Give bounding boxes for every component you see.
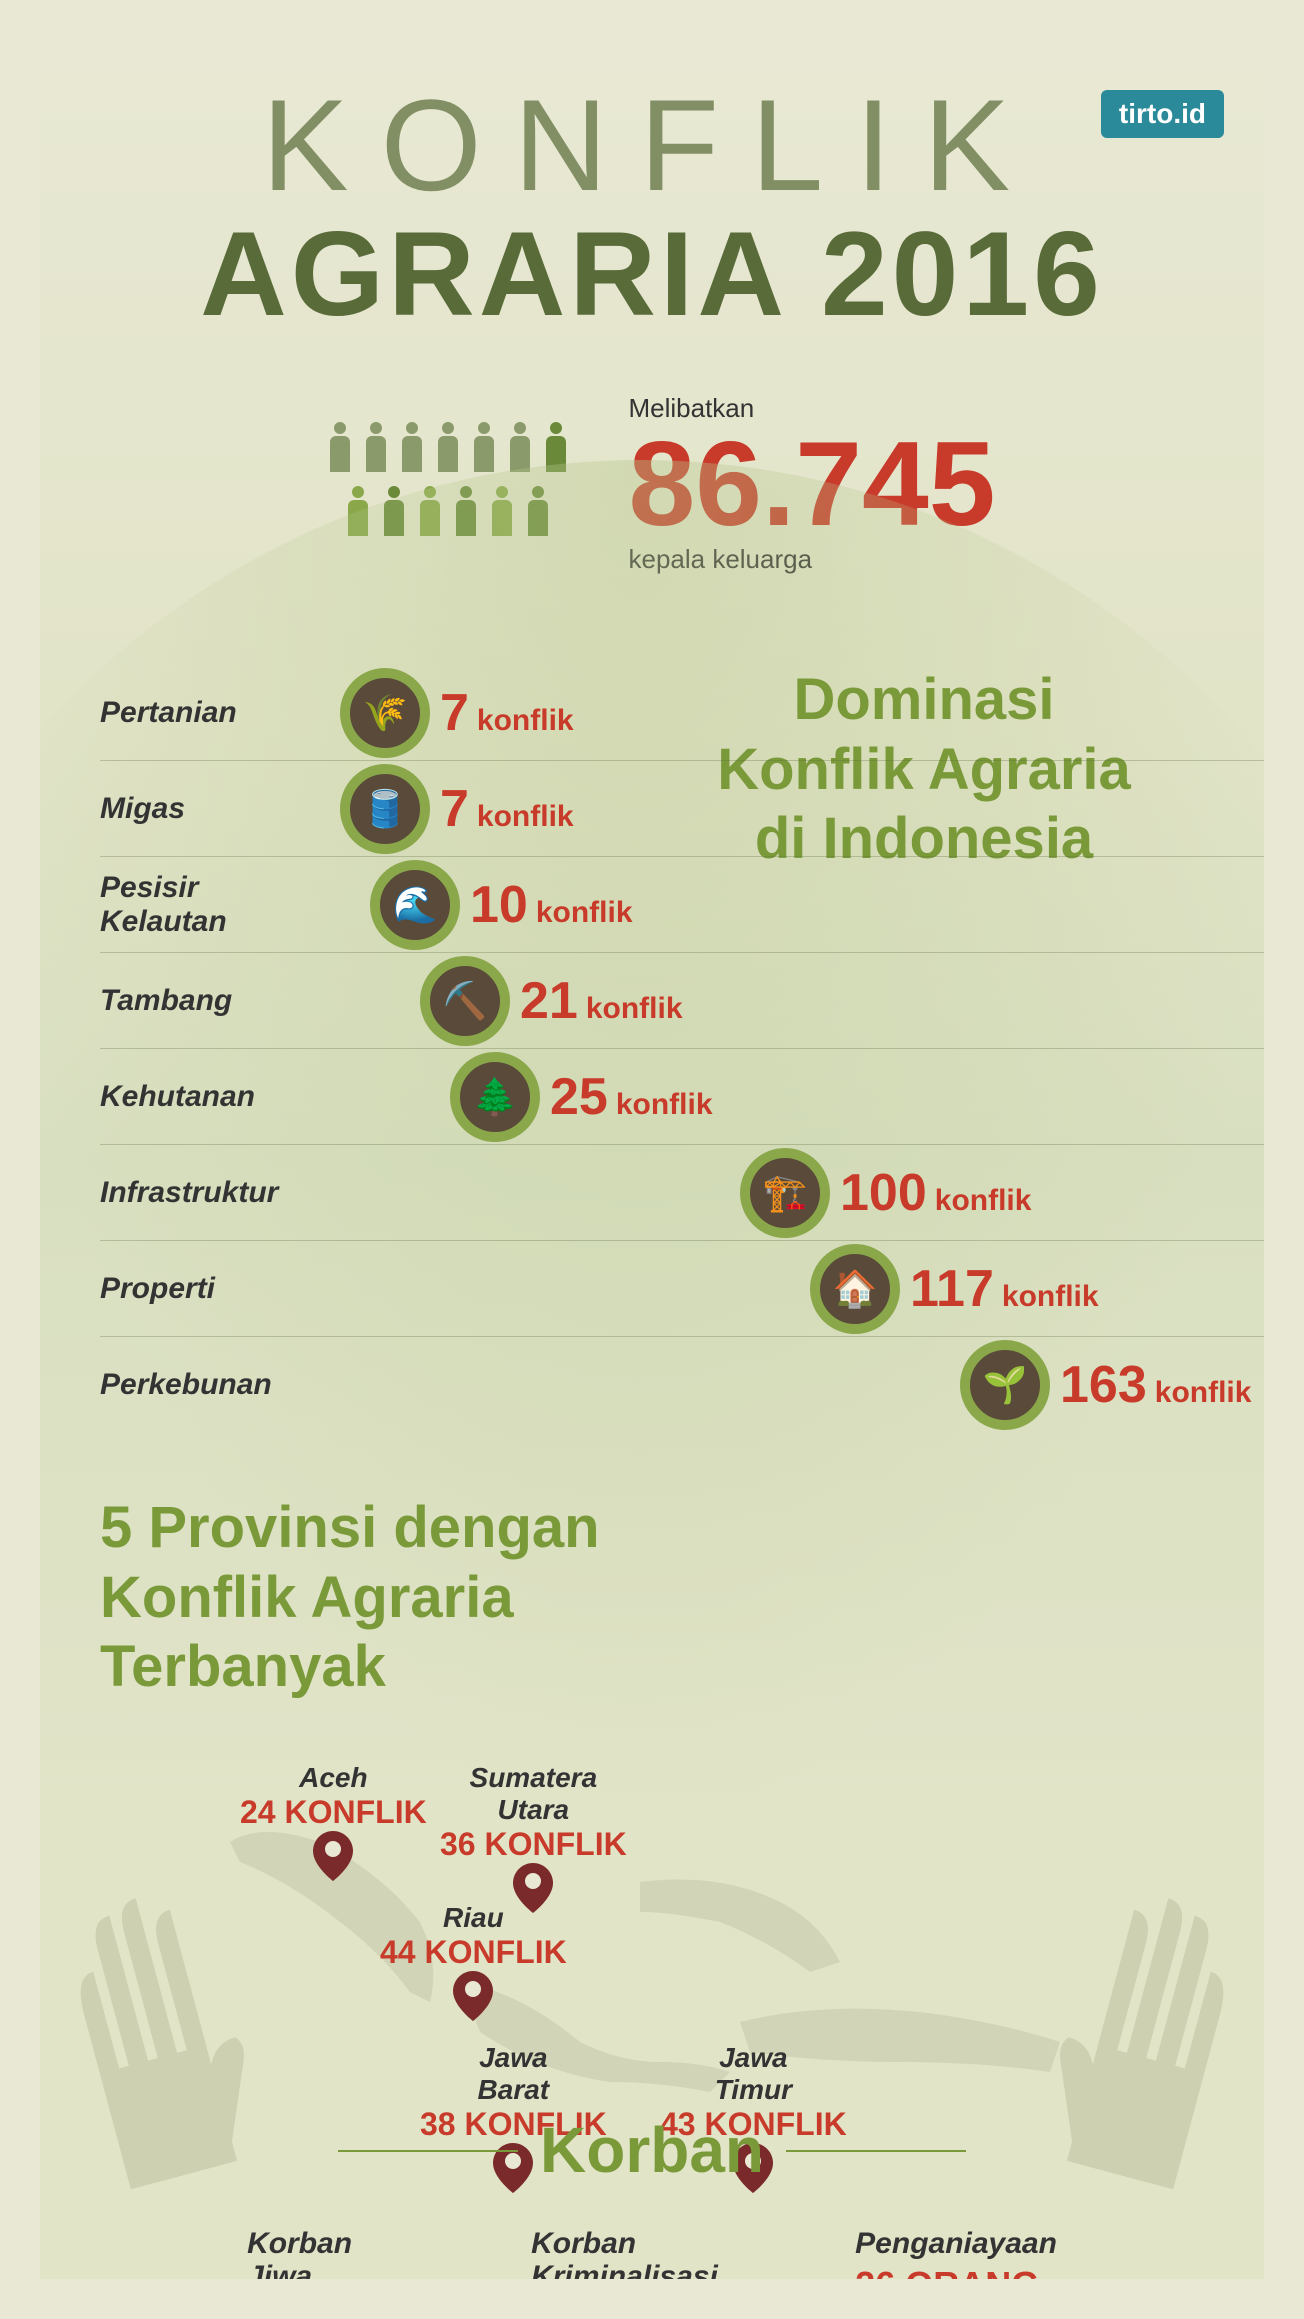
province-name: Aceh xyxy=(299,1762,367,1794)
sector-row: Infrastruktur 🏗️ 100 konflik xyxy=(100,1145,1264,1241)
person-icon xyxy=(360,422,392,482)
province-value: 24 KONFLIK xyxy=(240,1794,427,1831)
sector-row: Pertanian 🌾 7 konflik xyxy=(100,665,1264,761)
inner-canvas: tirto.id KONFLIK AGRARIA 2016 M xyxy=(40,40,1264,2279)
province-title: 5 Provinsi dengan Konflik Agraria Terban… xyxy=(100,1493,1204,1702)
sector-icon-wrap: 🏗️ xyxy=(740,1148,830,1238)
victim-label: KorbanKriminalisasi xyxy=(531,2227,735,2279)
domination-section: Dominasi Konflik Agraria di Indonesia Pe… xyxy=(40,665,1264,1433)
sector-number: 25 xyxy=(550,1067,608,1127)
sector-unit: konflik xyxy=(616,1088,713,1122)
victim-item: KorbanJiwa 9 ORANG xyxy=(247,2227,411,2279)
province-value: 44 KONFLIK xyxy=(380,1934,567,1971)
sector-label: Pertanian xyxy=(100,696,340,730)
sector-label: Infrastruktur xyxy=(100,1176,340,1210)
sector-icon-wrap: 🏠 xyxy=(810,1244,900,1334)
sector-value: 100 konflik xyxy=(840,1163,1031,1223)
sector-number: 21 xyxy=(520,971,578,1031)
sector-icon: 🌱 xyxy=(960,1340,1050,1430)
sector-icon-wrap: ⛏️ xyxy=(420,956,510,1046)
sector-row: Properti 🏠 117 konflik xyxy=(100,1241,1264,1337)
sector-label: Migas xyxy=(100,792,340,826)
person-icon xyxy=(432,422,464,482)
victim-value: 26 ORANG xyxy=(855,2264,1057,2279)
sector-unit: konflik xyxy=(477,800,574,834)
person-icon xyxy=(396,422,428,482)
sector-value: 7 konflik xyxy=(440,683,574,743)
sector-icon: 🏗️ xyxy=(740,1148,830,1238)
sector-unit: konflik xyxy=(1155,1376,1252,1410)
sector-icon-wrap: 🛢️ xyxy=(340,764,430,854)
sector-row: Tambang ⛏️ 21 konflik xyxy=(100,953,1264,1049)
sector-unit: konflik xyxy=(586,992,683,1026)
victims-title: Korban xyxy=(540,2113,764,2187)
victim-label: Penganiayaan xyxy=(855,2227,1057,2260)
province-pin: Riau 44 KONFLIK xyxy=(380,1902,567,2021)
sector-row: PesisirKelautan 🌊 10 konflik xyxy=(100,857,1264,953)
person-icon xyxy=(324,422,356,482)
sector-row: Migas 🛢️ 7 konflik xyxy=(100,761,1264,857)
province-name: Riau xyxy=(443,1902,504,1934)
map-pin-icon xyxy=(313,1831,353,1881)
sector-number: 10 xyxy=(470,875,528,935)
sector-icon-wrap: 🌾 xyxy=(340,668,430,758)
infographic-page: tirto.id KONFLIK AGRARIA 2016 M xyxy=(0,0,1304,2319)
sector-label: PesisirKelautan xyxy=(100,871,340,939)
sector-value: 25 konflik xyxy=(550,1067,713,1127)
sector-unit: konflik xyxy=(536,896,633,930)
victim-item: Penganiayaan 26 ORANG xyxy=(855,2227,1057,2279)
sector-icon-wrap: 🌊 xyxy=(370,860,460,950)
sector-label: Tambang xyxy=(100,984,340,1018)
sector-value: 163 konflik xyxy=(1060,1355,1251,1415)
province-pin: Aceh 24 KONFLIK xyxy=(240,1762,427,1881)
sector-number: 7 xyxy=(440,683,469,743)
victim-item: KorbanKriminalisasi 134 ORANG xyxy=(531,2227,735,2279)
sector-icon: 🌲 xyxy=(450,1052,540,1142)
sector-value: 10 konflik xyxy=(470,875,633,935)
sector-value: 21 konflik xyxy=(520,971,683,1031)
sector-number: 7 xyxy=(440,779,469,839)
sector-icon-wrap: 🌲 xyxy=(450,1052,540,1142)
province-name: JawaBarat xyxy=(478,2042,550,2106)
sector-number: 100 xyxy=(840,1163,927,1223)
sector-label: Perkebunan xyxy=(100,1368,340,1402)
province-value: 36 KONFLIK xyxy=(440,1826,627,1863)
province-name: JawaTimur xyxy=(715,2042,792,2106)
victims-row: KorbanJiwa 9 ORANG KorbanKriminalisasi 1… xyxy=(40,2227,1264,2279)
sector-label: Kehutanan xyxy=(100,1080,340,1114)
map-pin-icon xyxy=(453,1971,493,2021)
sector-row: Kehutanan 🌲 25 konflik xyxy=(100,1049,1264,1145)
sector-number: 117 xyxy=(910,1259,994,1319)
sector-unit: konflik xyxy=(1002,1280,1099,1314)
header: tirto.id KONFLIK AGRARIA 2016 xyxy=(40,40,1264,343)
sector-icon: 🛢️ xyxy=(340,764,430,854)
sector-icon: 🌾 xyxy=(340,668,430,758)
sector-unit: konflik xyxy=(935,1184,1032,1218)
sector-icon-wrap: 🌱 xyxy=(960,1340,1050,1430)
sector-number: 163 xyxy=(1060,1355,1147,1415)
victim-label: KorbanJiwa xyxy=(247,2227,411,2279)
sector-unit: konflik xyxy=(477,704,574,738)
sector-icon: 🌊 xyxy=(370,860,460,950)
sector-icon: ⛏️ xyxy=(420,956,510,1046)
sector-label: Properti xyxy=(100,1272,340,1306)
province-pin: SumateraUtara 36 KONFLIK xyxy=(440,1762,627,1913)
sector-icon: 🏠 xyxy=(810,1244,900,1334)
sector-value: 7 konflik xyxy=(440,779,574,839)
sector-value: 117 konflik xyxy=(910,1259,1099,1319)
title-line1: KONFLIK xyxy=(40,70,1264,220)
sector-row: Perkebunan 🌱 163 konflik xyxy=(100,1337,1264,1433)
title-line2: AGRARIA 2016 xyxy=(40,205,1264,343)
province-name: SumateraUtara xyxy=(470,1762,598,1826)
victims-section: Korban KorbanJiwa 9 ORANG KorbanKriminal… xyxy=(40,2113,1264,2279)
